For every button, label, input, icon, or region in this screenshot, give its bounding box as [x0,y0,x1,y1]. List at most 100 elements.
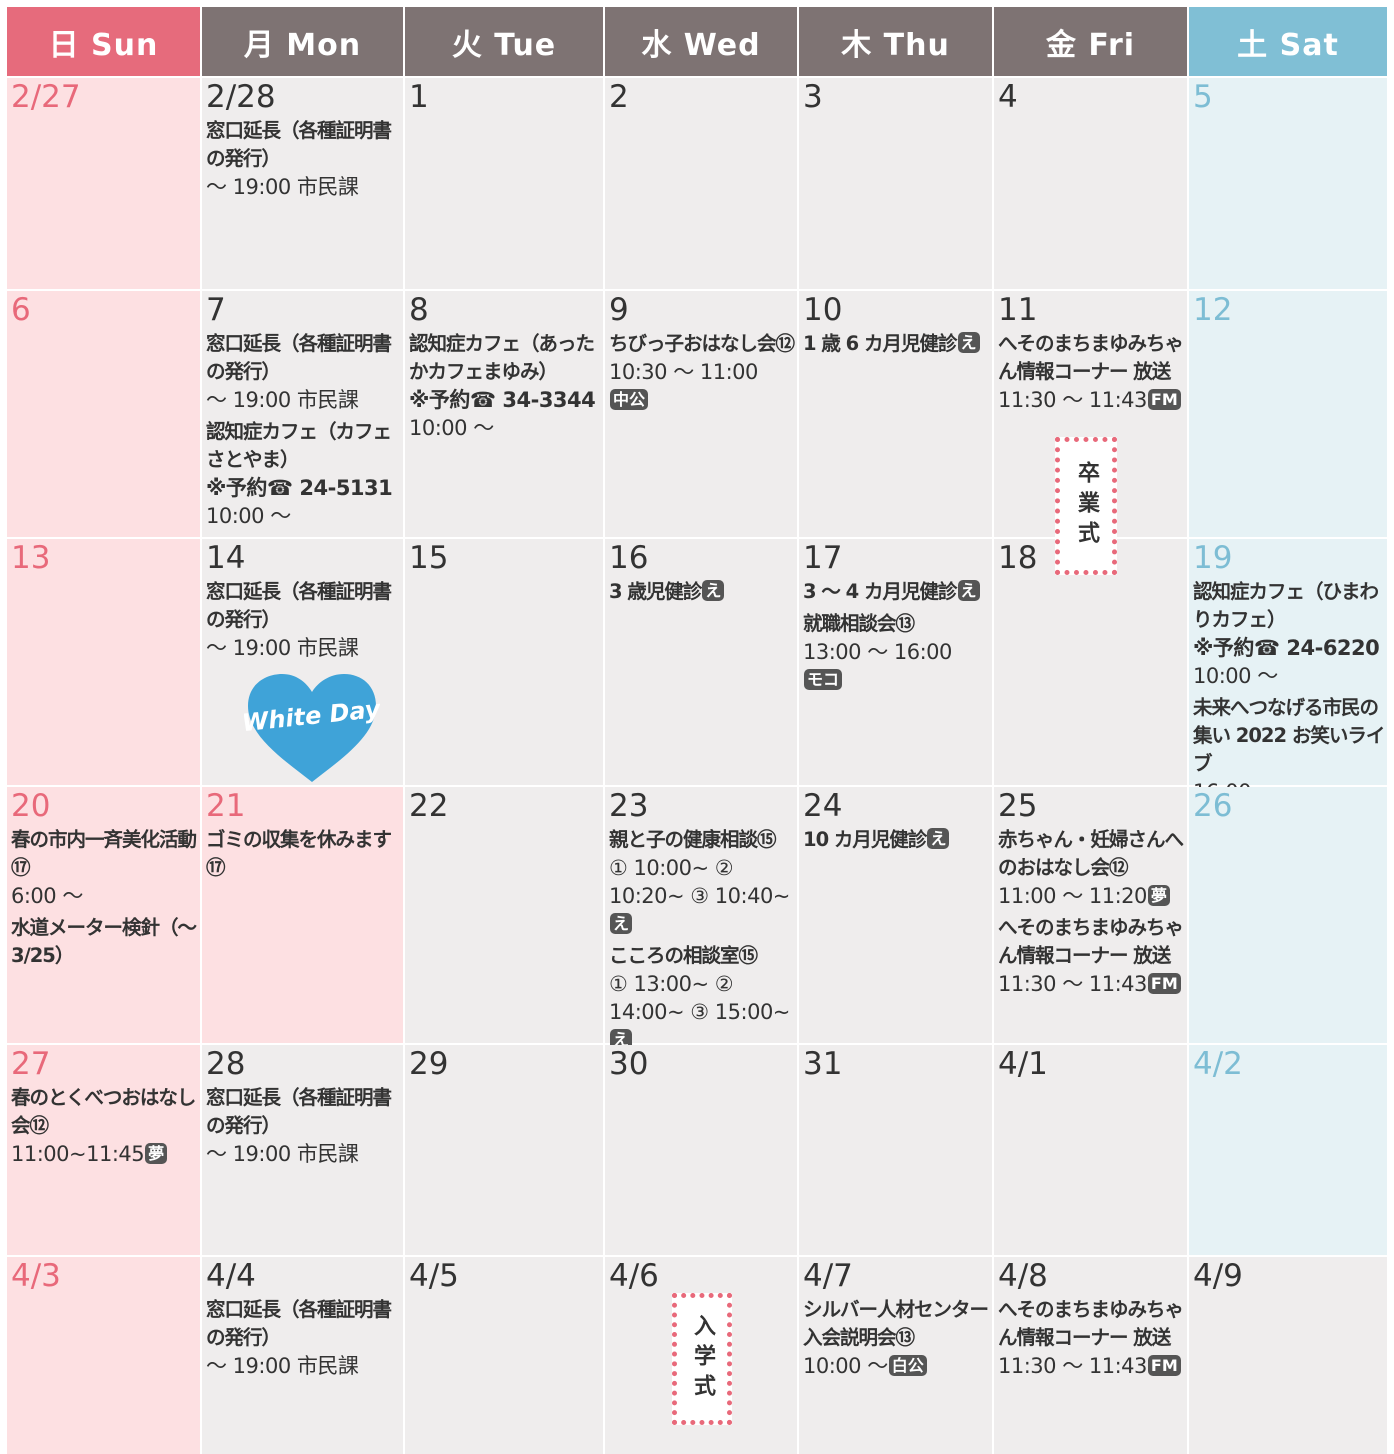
day-cell: 4/2 [1189,1045,1387,1255]
day-cell: 28 窓口延長（各種証明書の発行） ～ 19:00 市民課 [202,1045,403,1255]
event-time: ① 10:00~ ② 10:20~ ③ 10:40~え [609,856,790,934]
date: 16 [609,540,649,576]
venue-badge: 夢 [1147,885,1170,906]
event: 認知症カフェ（ひまわりカフェ） ※予約☎ 24-6220 10:00 ～ [1193,578,1385,690]
day-cell: 3 [799,78,992,289]
day-cell: 20 春の市内一斉美化活動⑰ 6:00 ～ 水道メーター検針（～ 3/25） [7,787,200,1043]
event-title: ゴミの収集を休みます⑰ [206,828,392,879]
event-title: 赤ちゃん・妊婦さんへのおはなし会⑫ [998,828,1184,879]
event-title: 春のとくべつおはなし会⑫ [11,1086,196,1137]
date: 13 [11,540,51,576]
event: 窓口延長（各種証明書の発行） ～ 19:00 市民課 [206,1084,401,1168]
day-cell: 4/7 シルバー人材センター入会説明会⑬ 10:00 ～白公 [799,1257,992,1454]
event: へそのまちまゆみちゃん情報コーナー 放送 11:30 ～ 11:43 FM [998,330,1185,414]
day-cell: 2 [605,78,797,289]
date: 3 [803,79,823,115]
date: 8 [409,292,429,328]
event: 認知症カフェ（カフェさとやま） ※予約☎ 24-5131 10:00 ～ [206,418,401,530]
event: 1 歳 6 カ月児健診え [803,330,990,358]
day-cell: 5 [1189,78,1387,289]
event: 窓口延長（各種証明書の発行） ～ 19:00 市民課 [206,330,401,414]
event-title: 窓口延長（各種証明書の発行） [206,1086,392,1137]
weekday-header: 水 Wed [605,7,797,76]
event: 3 歳児健診え [609,578,795,606]
day-cell: 4/6 入学式 [605,1257,797,1454]
date: 6 [11,292,31,328]
event-time: ～ 19:00 市民課 [206,175,359,199]
event-note: ※予約☎ 34-3344 [409,388,596,412]
day-cell: 15 [405,539,603,785]
event-title: 水道メーター検針（～ 3/25） [11,916,197,967]
event-time: 10:00 ～白公 [803,1352,990,1380]
date: 19 [1193,540,1233,576]
event-title: こころの相談室⑮ [609,944,758,967]
date: 5 [1193,79,1213,115]
venue-badge: え [957,332,980,353]
day-cell: 2/27 [7,78,200,289]
event-title: 窓口延長（各種証明書の発行） [206,1298,392,1349]
date: 4/9 [1193,1258,1243,1294]
venue-badge: 白公 [888,1355,927,1376]
day-cell: 4/8 へそのまちまゆみちゃん情報コーナー 放送 11:30 ～ 11:43 FM [994,1257,1187,1454]
day-cell: 22 [405,787,603,1043]
event: こころの相談室⑮ ① 13:00~ ② 14:00~ ③ 15:00~え [609,942,795,1054]
day-cell: 4 [994,78,1187,289]
day-cell: 31 [799,1045,992,1255]
weekday-header: 土 Sat [1189,7,1387,76]
date: 7 [206,292,226,328]
date: 29 [409,1046,449,1082]
day-cell: 23 親と子の健康相談⑮ ① 10:00~ ② 10:20~ ③ 10:40~えここ… [605,787,797,1050]
date: 12 [1193,292,1233,328]
date: 4/1 [998,1046,1048,1082]
event-title: 認知症カフェ（カフェさとやま） [206,420,392,471]
event-title: 認知症カフェ（ひまわりカフェ） [1193,580,1379,631]
event: 10 カ月児健診え [803,826,990,854]
event: 窓口延長（各種証明書の発行） ～ 19:00 市民課 [206,117,401,201]
event-title: 3 ～ 4 カ月児健診え [803,578,990,606]
venue-badge: モコ [804,669,843,690]
event: 春のとくべつおはなし会⑫ 11:00~11:45 夢 [11,1084,198,1168]
event: 春の市内一斉美化活動⑰ 6:00 ～ [11,826,198,910]
weekday-header: 日 Sun [7,7,200,76]
date: 4 [998,79,1018,115]
venue-badge: FM [1147,973,1181,994]
event: 親と子の健康相談⑮ ① 10:00~ ② 10:20~ ③ 10:40~え [609,826,795,938]
venue-badge: え [610,1029,633,1050]
event-title: へそのまちまゆみちゃん情報コーナー 放送 [998,332,1184,383]
day-cell: 11 へそのまちまゆみちゃん情報コーナー 放送 11:30 ～ 11:43 FM 卒業式 [994,291,1187,575]
date: 4/5 [409,1258,459,1294]
white-day-heart: White Day [244,674,380,782]
venue-badge: 中公 [610,389,649,410]
event-time: 10:00 ～ [206,504,291,528]
day-cell: 21 ゴミの収集を休みます⑰ [202,787,403,1043]
venue-badge: FM [1147,389,1181,410]
date: 18 [998,540,1038,576]
event-time: 10:30 ～ 11:00中公 [609,360,758,410]
day-cell: 4/9 [1189,1257,1387,1454]
event-time: ～ 19:00 市民課 [206,1354,359,1378]
day-cell: 2/28 窓口延長（各種証明書の発行） ～ 19:00 市民課 [202,78,403,289]
day-cell: 24 10 カ月児健診え [799,787,992,1043]
event-title: へそのまちまゆみちゃん情報コーナー 放送 [998,916,1184,967]
date: 23 [609,788,649,824]
day-cell: 17 3 ～ 4 カ月児健診え就職相談会⑬ 13:00 ～ 16:00モコ [799,539,992,785]
event: へそのまちまゆみちゃん情報コーナー 放送 11:30 ～ 11:43 FM [998,914,1185,998]
date: 9 [609,292,629,328]
event: 認知症カフェ（あったかカフェまゆみ） ※予約☎ 34-3344 10:00 ～ [409,330,601,442]
event-note: ※予約☎ 24-5131 [206,476,393,500]
date: 24 [803,788,843,824]
event-time: ～ 19:00 市民課 [206,388,359,412]
event-time: 13:00 ～ 16:00モコ [803,640,952,690]
event-title: 認知症カフェ（あったかカフェまゆみ） [409,332,595,383]
event-title: 窓口延長（各種証明書の発行） [206,580,392,631]
event-time: ～ 19:00 市民課 [206,1142,359,1166]
event-title: ちびっ子おはなし会⑫ [609,332,795,355]
event-title: 1 歳 6 カ月児健診え [803,330,990,358]
day-cell: 25 赤ちゃん・妊婦さんへのおはなし会⑫ 11:00 ～ 11:20 夢へそのまちまゆ… [994,787,1187,1043]
date: 2/28 [206,79,276,115]
event-title: 春の市内一斉美化活動⑰ [11,828,197,879]
event-title: 就職相談会⑬ [803,612,915,635]
event-time: ① 13:00~ ② 14:00~ ③ 15:00~え [609,972,790,1050]
day-cell: 6 [7,291,200,537]
date: 4/7 [803,1258,853,1294]
